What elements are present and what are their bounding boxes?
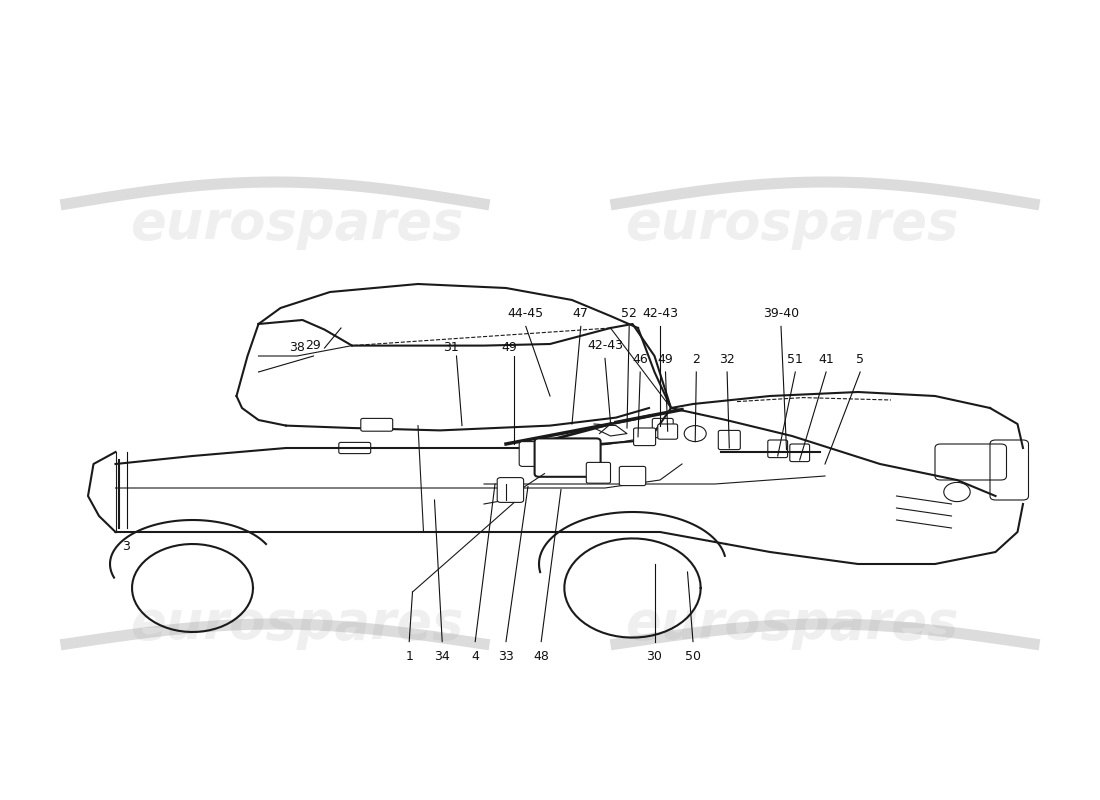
FancyBboxPatch shape bbox=[619, 466, 646, 486]
Text: 32: 32 bbox=[719, 353, 735, 366]
Text: 1: 1 bbox=[405, 650, 414, 662]
Text: 38: 38 bbox=[289, 341, 305, 354]
FancyBboxPatch shape bbox=[768, 440, 788, 458]
Text: 41: 41 bbox=[818, 353, 834, 366]
Text: 48: 48 bbox=[534, 650, 549, 662]
Text: 49: 49 bbox=[658, 353, 673, 366]
Text: 50: 50 bbox=[685, 650, 701, 662]
FancyBboxPatch shape bbox=[586, 462, 611, 483]
Text: 51: 51 bbox=[788, 353, 803, 366]
Text: 52: 52 bbox=[621, 307, 637, 320]
Text: 4: 4 bbox=[471, 650, 480, 662]
Text: eurospares: eurospares bbox=[130, 198, 464, 250]
Text: eurospares: eurospares bbox=[625, 598, 959, 650]
Text: 29: 29 bbox=[306, 339, 321, 352]
Text: 47: 47 bbox=[573, 307, 588, 320]
Text: 5: 5 bbox=[856, 353, 865, 366]
FancyBboxPatch shape bbox=[718, 430, 740, 450]
Text: 2: 2 bbox=[692, 353, 701, 366]
Text: 44-45: 44-45 bbox=[508, 307, 543, 320]
FancyBboxPatch shape bbox=[519, 442, 570, 466]
Text: eurospares: eurospares bbox=[130, 598, 464, 650]
Text: 42-43: 42-43 bbox=[642, 307, 678, 320]
Text: 46: 46 bbox=[632, 353, 648, 366]
FancyBboxPatch shape bbox=[497, 478, 524, 502]
Text: 3: 3 bbox=[122, 540, 131, 553]
Text: 30: 30 bbox=[647, 650, 662, 662]
Text: 49: 49 bbox=[502, 341, 517, 354]
Text: 34: 34 bbox=[434, 650, 450, 662]
FancyBboxPatch shape bbox=[658, 424, 678, 439]
Text: eurospares: eurospares bbox=[625, 198, 959, 250]
Text: 39-40: 39-40 bbox=[763, 307, 799, 320]
FancyBboxPatch shape bbox=[361, 418, 393, 431]
FancyBboxPatch shape bbox=[790, 444, 810, 462]
FancyBboxPatch shape bbox=[535, 438, 601, 477]
Text: 33: 33 bbox=[498, 650, 514, 662]
Text: 42-43: 42-43 bbox=[587, 339, 623, 352]
Text: 31: 31 bbox=[443, 341, 459, 354]
FancyBboxPatch shape bbox=[634, 428, 656, 446]
